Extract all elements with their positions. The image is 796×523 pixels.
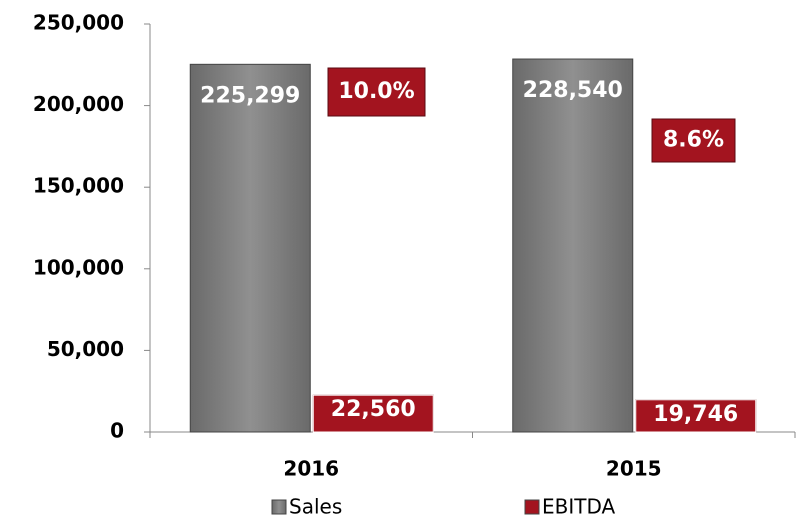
y-tick-label: 100,000 [33, 255, 124, 279]
data-label: 22,560 [331, 397, 416, 422]
bar [512, 58, 634, 433]
legend-label: Sales [289, 495, 342, 519]
annotation: 10.0% [338, 79, 414, 104]
x-tick-label: 2016 [283, 457, 339, 481]
annotation-box [327, 67, 426, 117]
annotation: 8.6% [663, 128, 724, 153]
x-tick-label: 2015 [606, 457, 662, 481]
legend-label: EBITDA [542, 495, 616, 519]
y-tick-label: 0 [110, 419, 124, 443]
y-tick-label: 200,000 [33, 92, 124, 116]
legend-swatch [271, 499, 287, 515]
y-tick-label: 150,000 [33, 174, 124, 198]
data-label: 225,299 [200, 83, 300, 108]
data-label: 228,540 [523, 78, 623, 103]
y-tick-label: 50,000 [47, 337, 124, 361]
label-box [635, 399, 757, 433]
label-box [312, 394, 434, 433]
annotation-box [651, 118, 736, 163]
data-label: 19,746 [653, 402, 738, 427]
bar [189, 63, 311, 433]
legend-swatch [524, 499, 540, 515]
y-tick-label: 250,000 [33, 11, 124, 35]
